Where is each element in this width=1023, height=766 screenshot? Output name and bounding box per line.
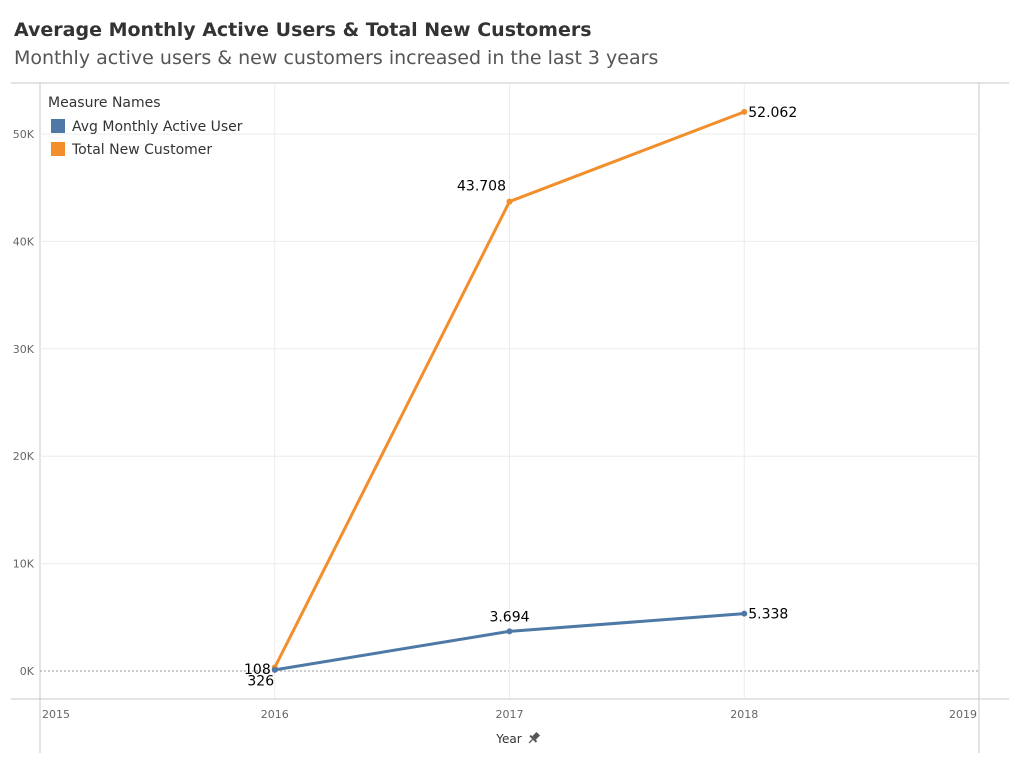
y-tick-label: 0K bbox=[20, 665, 35, 678]
x-axis-ticks: 2015 2016 2017 2018 2019 bbox=[42, 708, 977, 721]
y-tick-label: 40K bbox=[13, 235, 35, 248]
x-tick-label: 2017 bbox=[496, 708, 524, 721]
chart-subtitle: Monthly active users & new customers inc… bbox=[14, 47, 659, 69]
data-point[interactable] bbox=[741, 108, 748, 115]
data-labels: 326 43.708 52.062 108 3.694 5.338 bbox=[244, 105, 797, 690]
y-tick-label: 30K bbox=[13, 343, 35, 356]
legend-title: Measure Names bbox=[48, 95, 161, 111]
y-tick-label: 20K bbox=[13, 450, 35, 463]
legend-label-total-new-customer[interactable]: Total New Customer bbox=[71, 142, 212, 158]
data-label: 326 bbox=[247, 673, 274, 689]
data-label: 108 bbox=[244, 662, 271, 678]
x-tick-label: 2018 bbox=[730, 708, 758, 721]
x-axis-title-group: Year bbox=[495, 731, 542, 747]
data-label: 5.338 bbox=[748, 607, 788, 623]
data-point[interactable] bbox=[506, 628, 513, 635]
legend-label-avg-monthly-active-user[interactable]: Avg Monthly Active User bbox=[72, 119, 243, 135]
data-label: 52.062 bbox=[748, 105, 797, 121]
y-tick-label: 50K bbox=[13, 128, 35, 141]
legend-swatch-total-new-customer[interactable] bbox=[51, 142, 65, 156]
legend: Measure Names Avg Monthly Active User To… bbox=[48, 95, 243, 158]
x-tick-label: 2019 bbox=[949, 708, 977, 721]
y-axis-ticks: 0K 10K 20K 30K 40K 50K bbox=[13, 128, 35, 678]
data-point[interactable] bbox=[741, 610, 748, 617]
gridlines bbox=[40, 83, 979, 699]
data-points bbox=[271, 108, 748, 673]
chart-title: Average Monthly Active Users & Total New… bbox=[14, 19, 592, 41]
pin-icon[interactable] bbox=[526, 731, 542, 747]
data-point[interactable] bbox=[271, 666, 278, 673]
data-label: 3.694 bbox=[489, 609, 529, 625]
x-axis-title: Year bbox=[495, 732, 521, 746]
legend-swatch-avg-monthly-active-user[interactable] bbox=[51, 119, 65, 133]
x-tick-label: 2016 bbox=[261, 708, 289, 721]
data-point[interactable] bbox=[506, 198, 513, 205]
x-tick-label: 2015 bbox=[42, 708, 70, 721]
data-label: 43.708 bbox=[457, 179, 506, 195]
y-tick-label: 10K bbox=[13, 558, 35, 571]
